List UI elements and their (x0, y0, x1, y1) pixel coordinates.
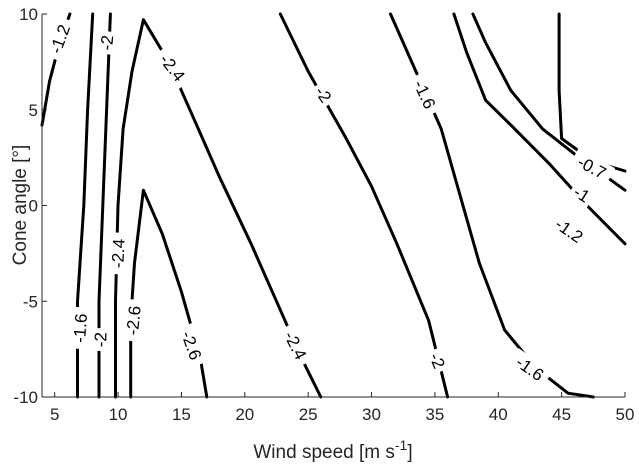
contour-label-bg (121, 298, 146, 343)
contour-label-bg (106, 232, 130, 275)
x-tick-label: 5 (50, 405, 59, 424)
contour-label-0: -1.2 (43, 15, 77, 62)
contour-label-bg (566, 179, 597, 209)
contour-labels: -1.2 -2-2.4-2 -1.6-0.7-1-1.2-2.4-2.6-1.6 -2… (43, 15, 616, 389)
contour-label-9: -2.6 (121, 298, 146, 343)
contour-label-text: -2 (91, 332, 111, 348)
y-tick-label: 0 (29, 197, 38, 216)
contour-label-text: -1.2 (46, 22, 74, 56)
contour-label-2: -2.4 (151, 45, 194, 91)
contour-label-6: -1 (566, 179, 597, 209)
contour-label-11: -2 (89, 327, 111, 352)
contour-label-8: -2.4 (106, 232, 130, 275)
contour-label-text: -2.6 (177, 328, 205, 362)
contour-label-bg (308, 79, 339, 110)
contour-label-bg (406, 71, 443, 118)
y-tick-label: -10 (13, 388, 38, 407)
contour-label-5: -0.7 (568, 148, 616, 186)
contour-label-bg (151, 45, 194, 91)
x-axis-title: Wind speed [m s-1] (253, 437, 412, 463)
contour-line-5 (278, 12, 450, 399)
contour-label-bg (95, 30, 118, 56)
x-tick-label: 40 (489, 405, 508, 424)
contour-label-text: -2 (425, 350, 448, 371)
y-axis-title: Cone angle [°] (10, 145, 31, 266)
contour-label-text: -2 (97, 34, 117, 51)
contour-label-bg (277, 322, 314, 369)
x-tick-label: 10 (109, 405, 128, 424)
contour-label-13: -2.4 (277, 322, 314, 369)
contour-label-1: -2 (95, 30, 118, 56)
contour-label-15: -1.6 (507, 348, 553, 389)
contour-label-text: -2.4 (108, 238, 129, 268)
y-tick-label: 10 (19, 5, 38, 24)
x-tick-label: 25 (299, 405, 318, 424)
contour-label-bg (423, 346, 452, 376)
contour-label-bg (43, 15, 77, 62)
contour-label-text: -2 (311, 83, 335, 106)
contour-label-text: -1.6 (70, 313, 91, 344)
x-tick-label: 35 (425, 405, 444, 424)
contour-label-7: -1.2 (546, 210, 592, 251)
contour-line-9 (557, 12, 627, 173)
x-tick-label: 50 (616, 405, 635, 424)
contour-label-bg (546, 210, 592, 251)
contour-label-12: -2.6 (175, 322, 209, 369)
contour-label-3: -2 (308, 79, 339, 110)
contour-label-bg (175, 322, 209, 369)
contour-line-7 (452, 12, 627, 246)
contour-label-text: -2.6 (123, 305, 145, 336)
x-tick-label: 15 (172, 405, 191, 424)
ticks: 5 10 15 20 25 30 35 40 45 50 -10 -5 0 5 10 (13, 5, 634, 424)
x-tick-label: 20 (235, 405, 254, 424)
contour-label-bg (89, 327, 111, 352)
y-tick-label: -5 (23, 292, 38, 311)
contour-line-6 (389, 12, 595, 399)
contour-label-10: -1.6 (68, 306, 92, 350)
y-tick-label: 5 (29, 101, 38, 120)
contour-label-bg (568, 148, 616, 186)
contour-label-14: -2 (423, 346, 452, 376)
contour-label-bg (68, 306, 92, 350)
contour-label-bg (507, 348, 553, 389)
x-tick-label: 45 (552, 405, 571, 424)
contour-label-4: -1.6 (406, 71, 443, 118)
x-tick-label: 30 (362, 405, 381, 424)
